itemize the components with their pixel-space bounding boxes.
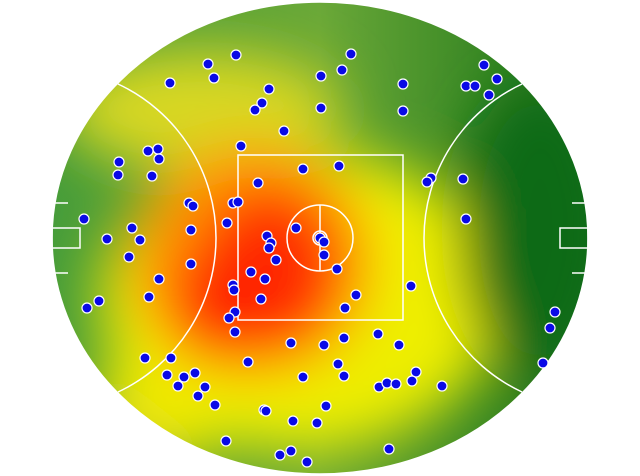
point [318,339,330,351]
point [436,380,448,392]
point [185,224,197,236]
point [202,58,214,70]
point [397,78,409,90]
point [285,337,297,349]
point [397,105,409,117]
point [421,176,433,188]
point [263,242,275,254]
point [101,233,113,245]
point [199,381,211,393]
point [223,312,235,324]
point [220,435,232,447]
point [287,415,299,427]
point [192,390,204,402]
point [263,83,275,95]
point [315,102,327,114]
point [350,289,362,301]
point [318,236,330,248]
point [165,352,177,364]
point [178,371,190,383]
point [297,163,309,175]
point [189,367,201,379]
point [123,251,135,263]
point [544,322,556,334]
point [372,328,384,340]
point [230,49,242,61]
point [152,143,164,155]
point [537,357,549,369]
point [270,254,282,266]
point [134,234,146,246]
point [345,48,357,60]
point [112,169,124,181]
point [143,291,155,303]
point [297,371,309,383]
point [332,358,344,370]
point [146,170,158,182]
point [274,449,286,461]
point [208,72,220,84]
point [301,456,313,468]
point [331,263,343,275]
point [252,177,264,189]
point [320,400,332,412]
point [221,217,233,229]
point [228,284,240,296]
point [81,302,93,314]
point [256,97,268,109]
point [242,356,254,368]
point [139,352,151,364]
point [318,249,330,261]
point [383,443,395,455]
point [549,306,561,318]
point [245,266,257,278]
point [153,273,165,285]
point [285,445,297,457]
point [229,326,241,338]
point [232,196,244,208]
point [478,59,490,71]
point [405,280,417,292]
point [338,332,350,344]
point [164,77,176,89]
point [278,125,290,137]
point [187,200,199,212]
point [311,417,323,429]
point [259,273,271,285]
point [393,339,405,351]
point [390,378,402,390]
point [249,104,261,116]
point [491,73,503,85]
point [161,369,173,381]
point [93,295,105,307]
point [260,405,272,417]
point [469,80,481,92]
point [113,156,125,168]
point [336,64,348,76]
point [333,160,345,172]
point [315,70,327,82]
point [457,173,469,185]
point [460,213,472,225]
point [78,213,90,225]
point [406,375,418,387]
point [209,399,221,411]
point [410,366,422,378]
point [483,89,495,101]
point [339,302,351,314]
point [290,222,302,234]
point [142,145,154,157]
point [338,370,350,382]
point [126,222,138,234]
point [255,293,267,305]
point [235,140,247,152]
field-lines [51,1,589,475]
point [172,380,184,392]
point [153,153,165,165]
point [185,258,197,270]
